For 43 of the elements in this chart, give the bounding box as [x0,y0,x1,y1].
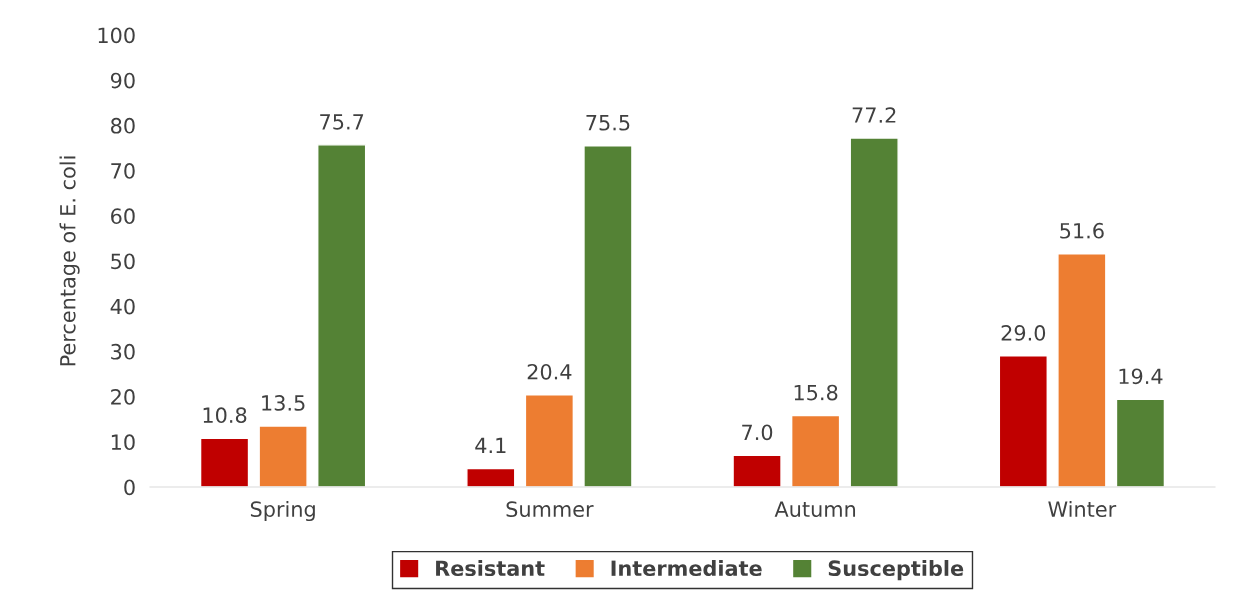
data-label: 15.8 [794,384,838,401]
legend-label: Susceptible [828,559,964,581]
x-tick-label: Autumn [774,501,856,518]
data-label: 20.4 [527,363,572,380]
legend-label: Resistant [436,559,545,577]
bar [466,467,516,487]
y-tick-label: 80 [111,117,135,134]
bar [199,437,250,487]
legend-label: Intermediate [611,559,762,577]
bar [583,145,633,487]
bar [849,137,899,487]
data-label: 4.1 [475,437,506,454]
y-tick-label: 20 [111,389,135,405]
y-tick-label: 30 [111,343,135,360]
data-label: 75.5 [586,115,630,131]
data-label: 7.0 [742,424,773,441]
x-tick-label: Winter [1048,500,1117,518]
bar [258,425,308,487]
bar [998,355,1048,487]
y-tick-label: 40 [110,298,135,315]
bar [317,144,367,487]
data-label: 13.5 [262,395,305,411]
bar [732,454,782,487]
y-tick-label: 70 [111,163,135,179]
y-tick-label: 50 [111,253,135,270]
data-label: 75.7 [320,114,364,130]
bar [524,394,575,487]
y-tick-label: 0 [124,479,135,496]
bar [790,414,841,487]
bar [1115,398,1166,487]
bar [1057,253,1107,487]
data-label: 29.0 [1001,325,1046,341]
y-axis-title: Percentage of E. coli [59,156,80,366]
y-tick-label: 100 [98,27,135,44]
data-label: 77.2 [852,107,896,123]
data-label: 19.4 [1119,368,1163,385]
data-label: 51.6 [1060,222,1104,239]
y-tick-label: 60 [111,208,135,225]
y-tick-label: 10 [111,434,135,451]
x-tick-label: Summer [506,501,594,518]
data-label: 10.8 [203,407,247,424]
x-tick-label: Spring [250,500,315,522]
y-tick-label: 90 [110,72,135,89]
